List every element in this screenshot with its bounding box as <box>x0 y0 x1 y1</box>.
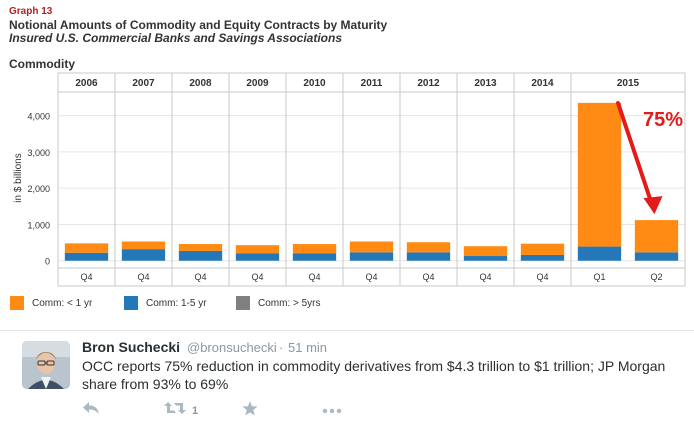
year-label: 2007 <box>132 78 155 89</box>
chart-title: Notional Amounts of Commodity and Equity… <box>9 18 388 32</box>
tweet-author-name[interactable]: Bron Suchecki <box>82 339 181 355</box>
bar-segment <box>634 220 679 253</box>
year-label: 2011 <box>361 78 383 89</box>
annotation-arrow-head <box>643 196 663 215</box>
y-tick-label: 4,000 <box>27 112 50 122</box>
bar-segment <box>406 242 451 253</box>
bar-segment <box>121 241 166 250</box>
annotation-label: 75% <box>643 109 683 131</box>
y-tick-label: 1,000 <box>27 220 50 230</box>
year-label: 2006 <box>75 78 98 89</box>
chart-subtitle: Insured U.S. Commercial Banks and Saving… <box>9 31 342 45</box>
section-label: Commodity <box>9 57 75 71</box>
quarter-label: Q4 <box>365 272 377 282</box>
quarter-label: Q4 <box>194 272 206 282</box>
quarter-label: Q4 <box>308 272 320 282</box>
bar-segment <box>520 254 565 261</box>
legend-item-gt5: Comm: > 5yrs <box>236 296 321 310</box>
bar-segment <box>235 253 280 261</box>
legend-label: Comm: 1-5 yr <box>146 297 207 309</box>
legend-item-lt1: Comm: < 1 yr <box>10 296 92 310</box>
y-tick-label: 0 <box>45 257 50 267</box>
legend-swatch <box>10 296 24 310</box>
avatar[interactable] <box>22 341 70 389</box>
annotation-arrow-shaft <box>616 101 655 209</box>
bar-segment <box>520 243 565 255</box>
retweet-count: 1 <box>192 405 199 417</box>
year-label: 2008 <box>189 78 212 89</box>
commodity-chart: 2006 2007 2008 2009 2010 2011 2012 2013 2014 2015… <box>13 72 686 287</box>
legend-item-1to5: Comm: 1-5 yr <box>124 296 207 310</box>
retweet-icon[interactable] <box>164 401 186 420</box>
bar-segment <box>349 252 394 261</box>
bar-segment <box>577 102 622 247</box>
tweet-timestamp[interactable]: 51 min <box>288 340 328 355</box>
chart-legend: Comm: < 1 yr Comm: 1-5 yr Comm: > 5yrs <box>0 296 694 316</box>
tweet-separator: · <box>279 340 284 355</box>
quarter-label: Q4 <box>536 272 548 282</box>
bar-segment <box>349 241 394 253</box>
tweet-text: OCC reports 75% reduction in commodity d… <box>82 358 666 392</box>
bar-segment <box>64 252 109 261</box>
bar-segment <box>292 253 337 261</box>
tweet-card[interactable]: Bron Suchecki @bronsuchecki · 51 min OCC… <box>0 330 694 440</box>
bar-segment <box>406 252 451 261</box>
bar-segment <box>64 243 109 253</box>
bar-segment <box>235 245 280 254</box>
bar-segment <box>463 256 508 261</box>
quarter-label: Q4 <box>137 272 149 282</box>
year-label: 2009 <box>246 78 269 89</box>
legend-label: Comm: > 5yrs <box>258 297 321 309</box>
bar-segment <box>178 244 223 251</box>
graph-number: Graph 13 <box>9 6 53 17</box>
bar-segment <box>634 252 679 261</box>
y-tick-label: 3,000 <box>27 148 50 158</box>
bar-segment <box>577 246 622 261</box>
quarter-label: Q4 <box>80 272 92 282</box>
bar-segment <box>121 249 166 261</box>
quarter-label: Q4 <box>422 272 434 282</box>
y-axis-label: in $ billions <box>13 153 24 202</box>
quarter-label: Q4 <box>251 272 263 282</box>
favorite-icon[interactable] <box>242 401 258 421</box>
bar-segment <box>463 246 508 257</box>
legend-label: Comm: < 1 yr <box>32 297 93 309</box>
quarter-label: Q2 <box>650 272 662 282</box>
avatar-image <box>22 341 70 389</box>
year-label: 2012 <box>417 78 440 89</box>
y-tick-label: 2,000 <box>27 184 50 194</box>
year-label: 2014 <box>531 78 554 89</box>
bar-segment <box>178 250 223 261</box>
tweet-author-handle[interactable]: @bronsuchecki <box>187 340 277 355</box>
quarter-label: Q4 <box>479 272 491 282</box>
more-icon[interactable] <box>322 401 342 419</box>
legend-swatch <box>124 296 138 310</box>
reply-icon[interactable] <box>82 401 100 420</box>
quarter-label: Q1 <box>593 272 605 282</box>
bar-segment <box>292 244 337 254</box>
year-label: 2015 <box>617 78 640 89</box>
legend-swatch <box>236 296 250 310</box>
year-label: 2010 <box>303 78 326 89</box>
chart-panel: Graph 13 Notional Amounts of Commodity a… <box>0 6 694 316</box>
year-label: 2013 <box>474 78 497 89</box>
